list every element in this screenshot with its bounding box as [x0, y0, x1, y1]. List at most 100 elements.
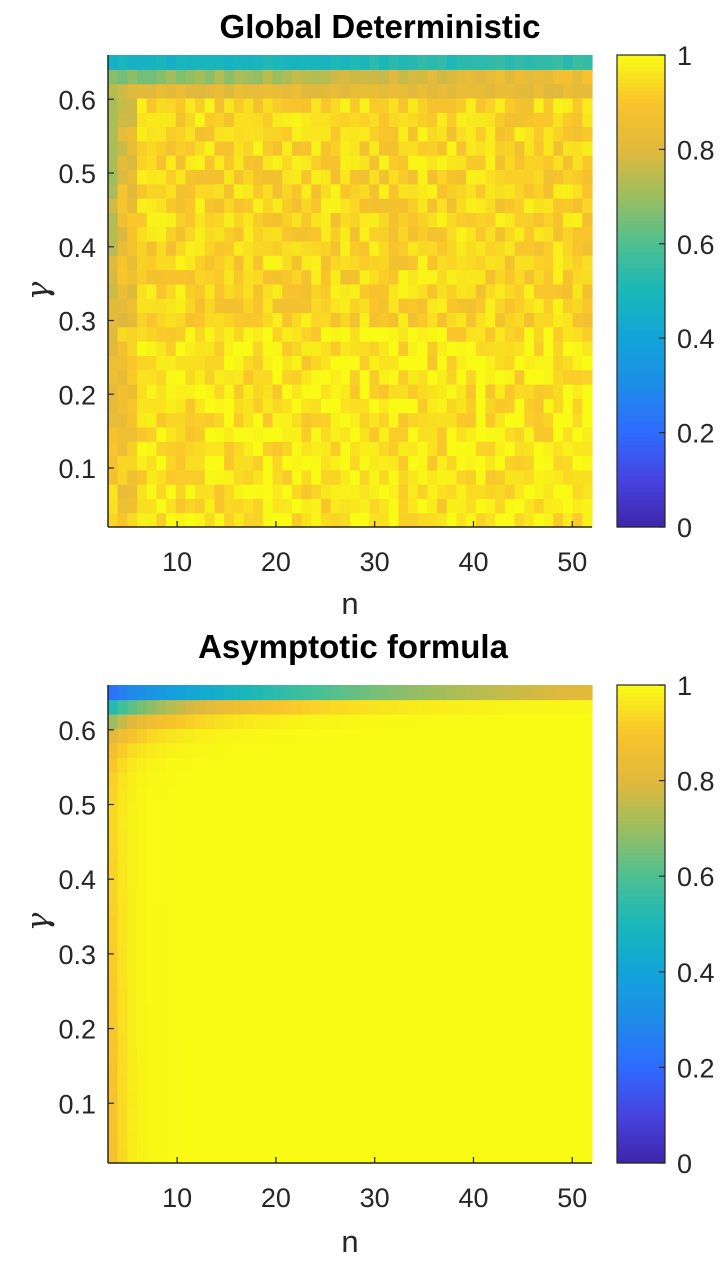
heatmap-cell [543, 398, 554, 414]
heatmap-cell [253, 713, 264, 730]
heatmap-cell [553, 255, 564, 271]
colorbar-band [617, 860, 665, 865]
heatmap-cell [456, 155, 467, 171]
heatmap-cell [562, 858, 574, 874]
heatmap-cell [514, 155, 525, 171]
heatmap-cell [262, 685, 274, 701]
colorbar-band [617, 283, 665, 288]
heatmap-cell [253, 757, 264, 773]
heatmap-cell [311, 269, 322, 285]
heatmap-cell [233, 800, 245, 816]
heatmap-cell [272, 858, 283, 874]
heatmap-cell [175, 1134, 187, 1150]
heatmap-cell [233, 269, 245, 285]
heatmap-cell [137, 326, 148, 342]
heatmap-cell [437, 198, 448, 213]
heatmap-cell [253, 844, 264, 860]
heatmap-cell [350, 126, 361, 142]
heatmap-cell [379, 355, 390, 371]
heatmap-cell [350, 83, 361, 99]
heatmap-cell [214, 902, 225, 918]
heatmap-cell [514, 858, 525, 874]
heatmap-cell [495, 326, 506, 342]
heatmap-cell [543, 326, 554, 342]
heatmap-cell [456, 1119, 467, 1135]
heatmap-cell [214, 887, 225, 903]
heatmap-cell [311, 326, 322, 342]
heatmap-cell [398, 960, 409, 976]
heatmap-cell [214, 255, 225, 271]
heatmap-cell [195, 960, 206, 976]
heatmap-cell [214, 931, 225, 947]
colorbar-band [617, 908, 665, 913]
heatmap-cell [320, 155, 332, 171]
heatmap-cell [108, 426, 119, 442]
heatmap-cell [224, 298, 235, 314]
colorbar-band [617, 287, 665, 292]
heatmap-cell [137, 112, 148, 128]
heatmap-cell [156, 441, 167, 457]
heatmap-cell [137, 815, 148, 831]
heatmap-cell [330, 212, 341, 228]
heatmap-cell [262, 512, 274, 528]
heatmap-cell [572, 1047, 583, 1063]
heatmap-cell [388, 369, 399, 385]
heatmap-cell [369, 931, 380, 947]
heatmap-cell [524, 1105, 535, 1121]
heatmap-cell [108, 945, 119, 961]
colorbar-band [617, 499, 665, 504]
heatmap-cell [156, 873, 167, 889]
heatmap-cell [166, 728, 177, 744]
heatmap-cell [156, 183, 167, 199]
heatmap-cell [117, 1105, 128, 1121]
heatmap-cell [204, 512, 216, 528]
heatmap-cell [514, 902, 525, 918]
heatmap-cell [456, 469, 467, 485]
heatmap-cell [185, 1090, 196, 1106]
heatmap-cell [572, 1018, 583, 1034]
heatmap-cell [185, 112, 196, 128]
heatmap-cell [543, 269, 554, 285]
heatmap-cell [446, 728, 458, 744]
heatmap-cell [533, 699, 545, 715]
heatmap-cell [504, 1047, 516, 1063]
heatmap-cell [272, 383, 283, 399]
heatmap-cell [243, 469, 254, 485]
heatmap-cell [485, 960, 496, 976]
heatmap-cell [359, 383, 370, 399]
heatmap-cell [185, 786, 196, 802]
heatmap-cell [514, 728, 525, 744]
heatmap-cell [514, 441, 525, 457]
heatmap-cell [195, 1061, 206, 1077]
heatmap-cell [185, 989, 196, 1005]
heatmap-cell [175, 873, 187, 889]
heatmap-cell [224, 815, 235, 831]
heatmap-cell [408, 383, 419, 399]
heatmap-cell [282, 815, 293, 831]
heatmap-cell [137, 1061, 148, 1077]
heatmap-cell [446, 1090, 458, 1106]
heatmap-cell [291, 355, 303, 371]
heatmap-cell [369, 112, 380, 128]
heatmap-cell [146, 1076, 157, 1092]
heatmap-cell [504, 69, 516, 85]
heatmap-cell [272, 815, 283, 831]
heatmap-cell [446, 155, 458, 171]
heatmap-cell [504, 355, 516, 371]
heatmap-cell [243, 55, 254, 70]
heatmap-cell [398, 1018, 409, 1034]
heatmap-cell [156, 1018, 167, 1034]
heatmap-cell [582, 412, 593, 428]
heatmap-cell [437, 298, 448, 314]
heatmap-cell [456, 858, 467, 874]
heatmap-cell [456, 484, 467, 499]
heatmap-cell [166, 83, 177, 99]
heatmap-cell [553, 757, 564, 773]
heatmap-cell [195, 326, 206, 342]
heatmap-cell [417, 844, 429, 860]
heatmap-cell [156, 945, 167, 961]
heatmap-cell [485, 873, 496, 889]
heatmap-cell [514, 945, 525, 961]
heatmap-cell [301, 155, 312, 171]
heatmap-cell [137, 140, 148, 156]
